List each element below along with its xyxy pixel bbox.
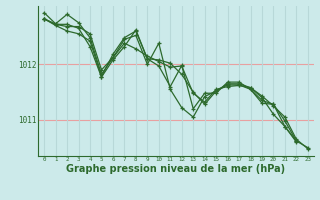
X-axis label: Graphe pression niveau de la mer (hPa): Graphe pression niveau de la mer (hPa) [67, 164, 285, 174]
